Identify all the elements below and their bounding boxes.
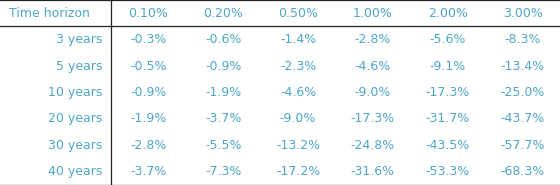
Text: -9.0%: -9.0% (354, 86, 391, 99)
Text: -2.8%: -2.8% (130, 139, 166, 152)
Text: -4.6%: -4.6% (354, 60, 391, 73)
Text: 30 years: 30 years (48, 139, 102, 152)
Text: 0.20%: 0.20% (203, 7, 243, 20)
Text: -9.1%: -9.1% (430, 60, 466, 73)
Text: -31.6%: -31.6% (351, 165, 395, 178)
Text: 2.00%: 2.00% (428, 7, 468, 20)
Text: -43.7%: -43.7% (501, 112, 545, 125)
Text: -1.9%: -1.9% (130, 112, 166, 125)
Text: -0.6%: -0.6% (205, 33, 241, 46)
Text: -8.3%: -8.3% (505, 33, 541, 46)
Text: -7.3%: -7.3% (205, 165, 241, 178)
Text: -57.7%: -57.7% (500, 139, 545, 152)
Text: 40 years: 40 years (48, 165, 102, 178)
Text: -53.3%: -53.3% (426, 165, 470, 178)
Text: -17.2%: -17.2% (276, 165, 320, 178)
Text: -68.3%: -68.3% (501, 165, 545, 178)
Text: -17.3%: -17.3% (426, 86, 470, 99)
Text: -1.9%: -1.9% (205, 86, 241, 99)
Text: -13.4%: -13.4% (501, 60, 545, 73)
Text: 20 years: 20 years (48, 112, 102, 125)
Text: -0.5%: -0.5% (130, 60, 166, 73)
Text: 5 years: 5 years (56, 60, 102, 73)
Text: -4.6%: -4.6% (280, 86, 316, 99)
Text: -0.3%: -0.3% (130, 33, 166, 46)
Text: -24.8%: -24.8% (351, 139, 395, 152)
Text: -1.4%: -1.4% (280, 33, 316, 46)
Text: -13.2%: -13.2% (276, 139, 320, 152)
Text: -5.6%: -5.6% (430, 33, 466, 46)
Text: 3.00%: 3.00% (503, 7, 543, 20)
Text: 1.00%: 1.00% (353, 7, 393, 20)
Text: -0.9%: -0.9% (205, 60, 241, 73)
Text: 3 years: 3 years (56, 33, 102, 46)
Text: 0.10%: 0.10% (128, 7, 168, 20)
Text: -25.0%: -25.0% (501, 86, 545, 99)
Text: 10 years: 10 years (48, 86, 102, 99)
Text: -43.5%: -43.5% (426, 139, 470, 152)
Text: -2.3%: -2.3% (280, 60, 316, 73)
Text: -2.8%: -2.8% (354, 33, 391, 46)
Text: -17.3%: -17.3% (351, 112, 395, 125)
Text: -5.5%: -5.5% (205, 139, 241, 152)
Text: -3.7%: -3.7% (130, 165, 166, 178)
Text: Time horizon: Time horizon (10, 7, 90, 20)
Text: -3.7%: -3.7% (205, 112, 241, 125)
Text: -0.9%: -0.9% (130, 86, 166, 99)
Text: -9.0%: -9.0% (280, 112, 316, 125)
Text: -31.7%: -31.7% (426, 112, 470, 125)
Text: 0.50%: 0.50% (278, 7, 318, 20)
